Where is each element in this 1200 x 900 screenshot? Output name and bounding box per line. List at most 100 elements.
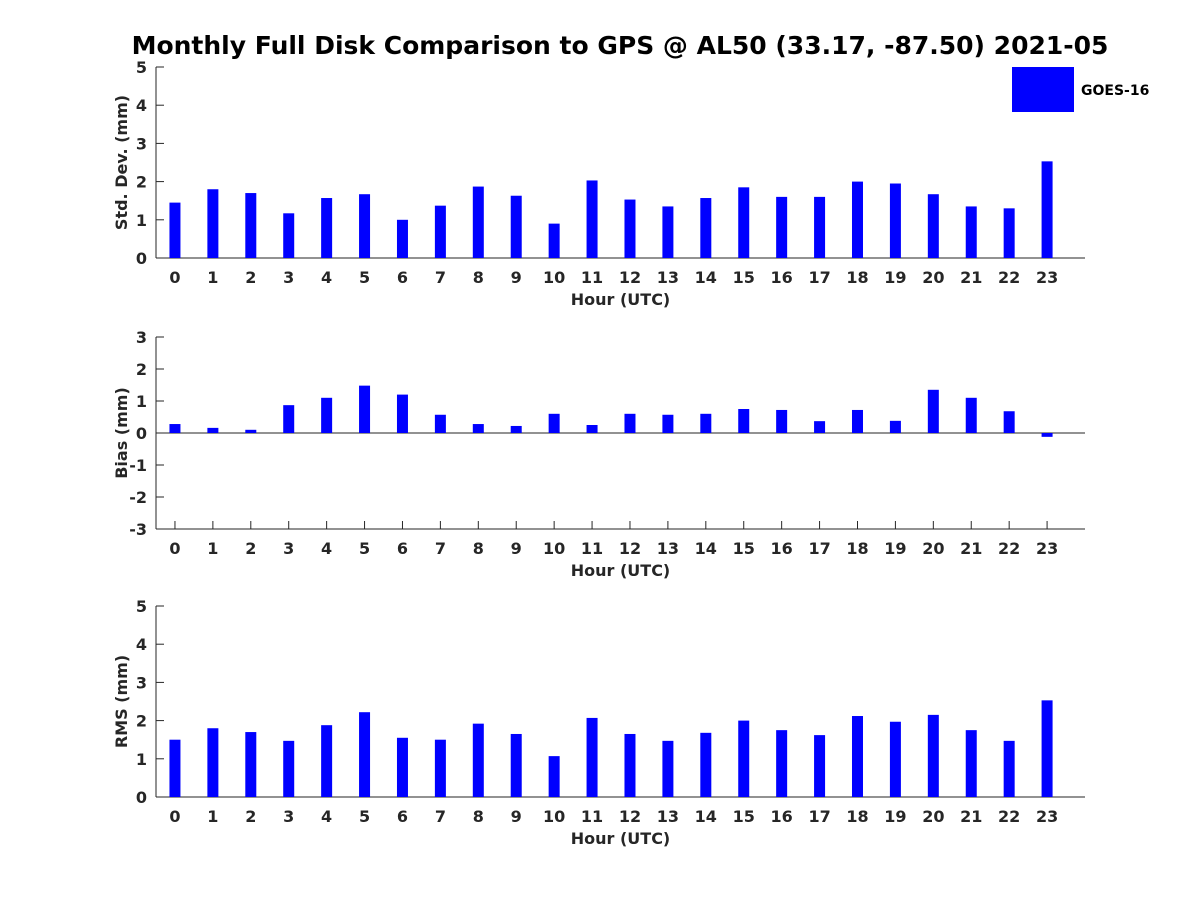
y-tick-label: 4 — [136, 96, 147, 115]
bar-hour-7 — [434, 414, 446, 433]
bar-hour-6 — [396, 394, 408, 433]
x-tick-label: 20 — [922, 807, 944, 826]
x-tick-label: 6 — [397, 807, 408, 826]
bar-hour-21 — [965, 397, 977, 433]
bar-hour-14 — [700, 732, 712, 797]
y-tick-label: 2 — [136, 173, 147, 192]
y-tick-label: 3 — [136, 673, 147, 692]
x-tick-label: 7 — [435, 268, 446, 287]
bar-hour-20 — [927, 389, 939, 433]
y-axis-label: Bias (mm) — [112, 387, 131, 479]
bar-hour-11 — [586, 180, 598, 258]
x-tick-label: 8 — [473, 539, 484, 558]
x-tick-label: 16 — [771, 807, 793, 826]
bar-hour-17 — [814, 196, 826, 258]
x-tick-label: 10 — [543, 268, 565, 287]
bar-hour-15 — [738, 409, 750, 433]
x-tick-label: 9 — [511, 539, 522, 558]
bar-hour-2 — [245, 193, 257, 258]
bar-hour-3 — [283, 213, 295, 258]
x-tick-label: 18 — [846, 539, 868, 558]
bar-hour-17 — [814, 421, 826, 433]
x-axis-label: Hour (UTC) — [571, 829, 671, 848]
bar-hour-16 — [776, 409, 788, 433]
bar-hour-5 — [359, 194, 371, 258]
bar-hour-10 — [548, 223, 560, 258]
x-tick-label: 0 — [169, 268, 180, 287]
x-tick-label: 5 — [359, 268, 370, 287]
x-tick-label: 19 — [884, 539, 906, 558]
x-tick-label: 15 — [733, 268, 755, 287]
x-tick-label: 20 — [922, 268, 944, 287]
bar-hour-13 — [662, 414, 674, 433]
x-tick-label: 6 — [397, 268, 408, 287]
y-tick-label: 3 — [136, 328, 147, 347]
x-tick-label: 13 — [657, 807, 679, 826]
bar-hour-3 — [283, 405, 295, 433]
x-tick-label: 18 — [846, 807, 868, 826]
bar-hour-23 — [1041, 433, 1053, 437]
x-tick-label: 3 — [283, 539, 294, 558]
x-tick-label: 21 — [960, 807, 982, 826]
y-tick-label: 0 — [136, 424, 147, 443]
bar-hour-18 — [851, 181, 863, 258]
bar-hour-5 — [359, 712, 371, 797]
bar-hour-14 — [700, 198, 712, 258]
x-tick-label: 21 — [960, 268, 982, 287]
bar-hour-9 — [510, 733, 522, 797]
bar-hour-1 — [207, 189, 219, 258]
bar-hour-20 — [927, 194, 939, 258]
bar-hour-16 — [776, 196, 788, 258]
x-tick-label: 17 — [808, 807, 830, 826]
bar-hour-7 — [434, 205, 446, 258]
x-tick-label: 23 — [1036, 807, 1058, 826]
x-tick-label: 16 — [771, 539, 793, 558]
bar-hour-19 — [889, 183, 901, 258]
bar-hour-23 — [1041, 161, 1053, 258]
bar-hour-22 — [1003, 411, 1015, 433]
bar-hour-9 — [510, 425, 522, 433]
bar-hour-0 — [169, 202, 181, 258]
x-tick-label: 2 — [245, 807, 256, 826]
y-tick-label: -3 — [129, 520, 147, 539]
x-tick-label: 1 — [207, 268, 218, 287]
y-tick-label: 5 — [136, 597, 147, 616]
x-tick-label: 7 — [435, 807, 446, 826]
x-tick-label: 22 — [998, 539, 1020, 558]
x-tick-label: 22 — [998, 807, 1020, 826]
bar-hour-10 — [548, 756, 560, 797]
y-tick-label: 1 — [136, 750, 147, 769]
x-tick-label: 12 — [619, 539, 641, 558]
bar-hour-15 — [738, 720, 750, 797]
x-tick-label: 5 — [359, 539, 370, 558]
x-tick-label: 12 — [619, 268, 641, 287]
x-tick-label: 1 — [207, 539, 218, 558]
x-tick-label: 8 — [473, 807, 484, 826]
x-tick-label: 9 — [511, 807, 522, 826]
bar-hour-15 — [738, 187, 750, 258]
x-tick-label: 21 — [960, 539, 982, 558]
bar-hour-23 — [1041, 700, 1053, 797]
x-tick-label: 12 — [619, 807, 641, 826]
x-tick-label: 3 — [283, 268, 294, 287]
x-tick-label: 18 — [846, 268, 868, 287]
bar-hour-12 — [624, 199, 636, 258]
bar-hour-4 — [321, 198, 333, 258]
bar-hour-21 — [965, 730, 977, 797]
x-tick-label: 11 — [581, 539, 603, 558]
x-tick-label: 15 — [733, 539, 755, 558]
bar-hour-8 — [472, 186, 484, 258]
bar-hour-14 — [700, 413, 712, 433]
x-tick-label: 0 — [169, 807, 180, 826]
x-tick-label: 5 — [359, 807, 370, 826]
x-tick-label: 8 — [473, 268, 484, 287]
y-tick-label: 0 — [136, 788, 147, 807]
x-tick-label: 14 — [695, 268, 717, 287]
y-tick-label: 5 — [136, 58, 147, 77]
bar-hour-19 — [889, 721, 901, 797]
x-tick-label: 20 — [922, 539, 944, 558]
bar-hour-11 — [586, 717, 598, 797]
